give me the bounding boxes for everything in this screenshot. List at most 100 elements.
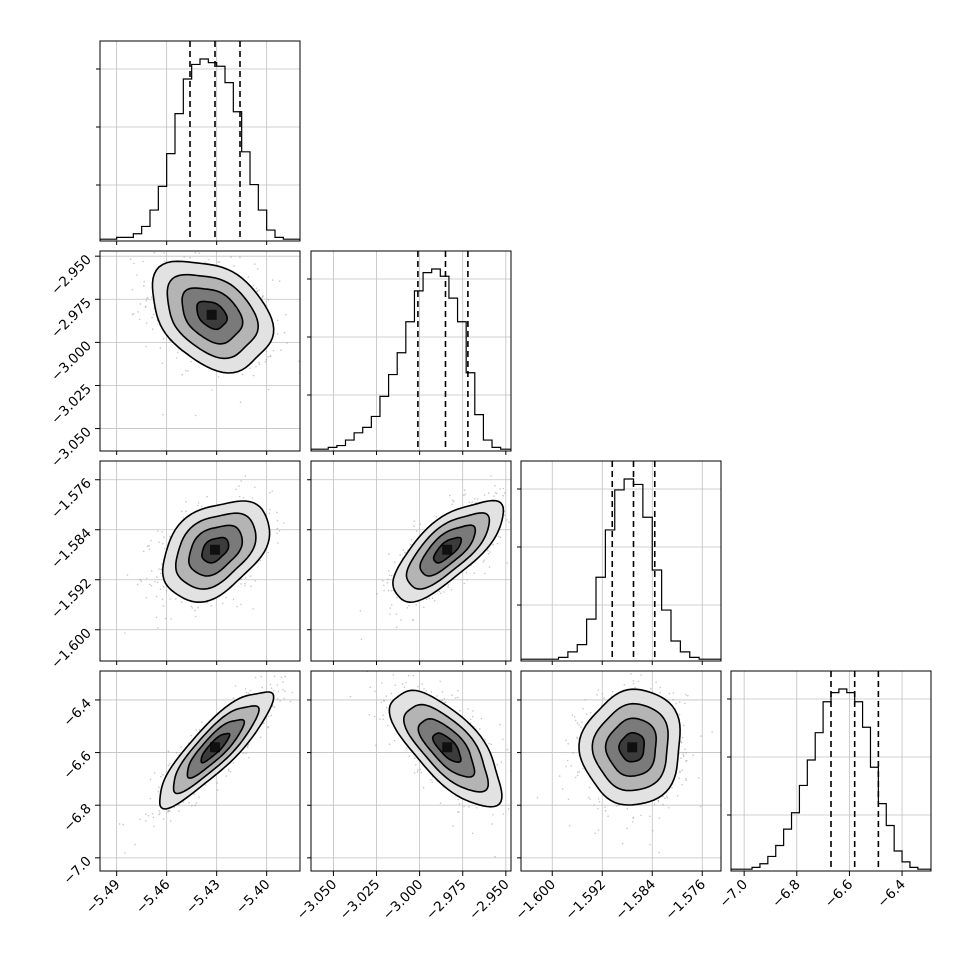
scatter-point bbox=[278, 280, 281, 283]
scatter-point bbox=[711, 731, 713, 733]
scatter-point bbox=[522, 494, 524, 496]
scatter-point bbox=[463, 494, 465, 497]
scatter-point bbox=[136, 274, 138, 276]
scatter-point bbox=[254, 263, 256, 265]
scatter-point bbox=[276, 697, 279, 700]
density-peak-1 bbox=[210, 544, 220, 555]
scatter-point bbox=[137, 311, 139, 313]
xtick-label-0-1: −5.46 bbox=[133, 877, 174, 918]
scatter-point bbox=[466, 579, 468, 581]
scatter-point bbox=[513, 529, 515, 531]
scatter-point bbox=[273, 675, 276, 678]
scatter-point bbox=[270, 687, 273, 689]
scatter-point bbox=[193, 793, 195, 795]
scatter-point bbox=[225, 775, 228, 777]
scatter-point bbox=[463, 805, 465, 808]
contour-0-1 bbox=[166, 273, 260, 360]
scatter-point bbox=[261, 686, 264, 689]
xtick-label-1-2: −3.000 bbox=[380, 877, 427, 924]
density-peak-5 bbox=[627, 742, 638, 753]
scatter-point bbox=[188, 801, 190, 804]
scatter-point bbox=[492, 814, 494, 816]
scatter-point bbox=[153, 825, 155, 828]
contour-0-3 bbox=[196, 300, 229, 331]
scatter-point bbox=[197, 606, 199, 609]
scatter-point bbox=[159, 347, 162, 349]
scatter-point bbox=[182, 517, 185, 519]
ytick-label-2-2: −1.584 bbox=[48, 525, 95, 572]
scatter-point bbox=[623, 684, 626, 686]
scatter-point bbox=[415, 603, 418, 606]
scatter-point bbox=[463, 582, 466, 585]
xtick-label-1-3: −2.975 bbox=[423, 877, 470, 924]
scatter-point bbox=[303, 347, 305, 349]
scatter-point bbox=[304, 665, 306, 667]
scatter-point bbox=[194, 804, 197, 807]
scatter-point bbox=[276, 511, 278, 514]
joint-panel-0-1 bbox=[99, 250, 305, 452]
scatter-point bbox=[276, 527, 279, 530]
scatter-point bbox=[163, 536, 165, 538]
scatter-point bbox=[463, 489, 466, 491]
panel-frame-hist-3 bbox=[730, 670, 932, 872]
scatter-point bbox=[483, 494, 486, 496]
scatter-point bbox=[255, 287, 258, 290]
scatter-point bbox=[238, 485, 240, 487]
scatter-point bbox=[457, 696, 459, 699]
scatter-point bbox=[502, 813, 505, 815]
scatter-point bbox=[494, 855, 496, 858]
contour-1-1 bbox=[175, 512, 257, 590]
scatter-point bbox=[502, 494, 504, 497]
scatter-point bbox=[452, 825, 454, 827]
scatter-point bbox=[144, 813, 147, 815]
scatter-point bbox=[191, 805, 193, 807]
scatter-point bbox=[297, 665, 299, 667]
scatter-point bbox=[530, 496, 532, 498]
scatter-point bbox=[399, 554, 402, 556]
scatter-point bbox=[658, 817, 661, 819]
scatter-point bbox=[178, 804, 180, 806]
scatter-point bbox=[144, 306, 147, 309]
histogram-2 bbox=[521, 478, 721, 661]
scatter-point bbox=[211, 389, 213, 391]
scatter-point bbox=[162, 605, 165, 607]
scatter-point bbox=[500, 761, 503, 763]
scatter-point bbox=[502, 738, 504, 741]
scatter-point bbox=[412, 619, 414, 621]
ytick-label-3-0: −7.0 bbox=[60, 853, 94, 887]
scatter-point bbox=[604, 806, 606, 808]
scatter-point bbox=[167, 750, 170, 752]
scatter-point bbox=[394, 684, 397, 686]
scatter-point bbox=[144, 305, 147, 307]
scatter-point bbox=[465, 571, 468, 574]
scatter-point bbox=[233, 265, 235, 267]
scatter-point bbox=[158, 813, 160, 816]
scatter-point bbox=[685, 779, 688, 782]
scatter-point bbox=[457, 689, 459, 692]
scatter-point bbox=[256, 290, 259, 293]
contour-1-2 bbox=[187, 524, 244, 577]
scatter-point bbox=[419, 768, 422, 771]
scatter-point bbox=[240, 578, 243, 581]
scatter-point bbox=[254, 676, 257, 679]
scatter-point bbox=[458, 803, 461, 805]
scatter-point bbox=[472, 710, 474, 712]
scatter-point bbox=[175, 357, 178, 359]
scatter-point bbox=[198, 796, 200, 798]
scatter-point bbox=[162, 542, 164, 545]
scatter-point bbox=[630, 673, 632, 675]
scatter-point bbox=[265, 350, 268, 353]
scatter-point bbox=[258, 361, 260, 364]
scatter-point bbox=[181, 373, 183, 376]
scatter-point bbox=[588, 786, 591, 789]
scatter-point bbox=[388, 574, 391, 577]
scatter-point bbox=[680, 757, 682, 759]
scatter-point bbox=[382, 718, 385, 720]
scatter-point bbox=[160, 775, 162, 778]
panel-frame-joint-1 bbox=[99, 460, 301, 662]
scatter-point bbox=[395, 626, 398, 628]
scatter-point bbox=[278, 530, 281, 532]
scatter-point bbox=[185, 369, 187, 372]
xtick-label-0-0: −5.49 bbox=[83, 877, 124, 918]
scatter-point bbox=[515, 793, 517, 795]
